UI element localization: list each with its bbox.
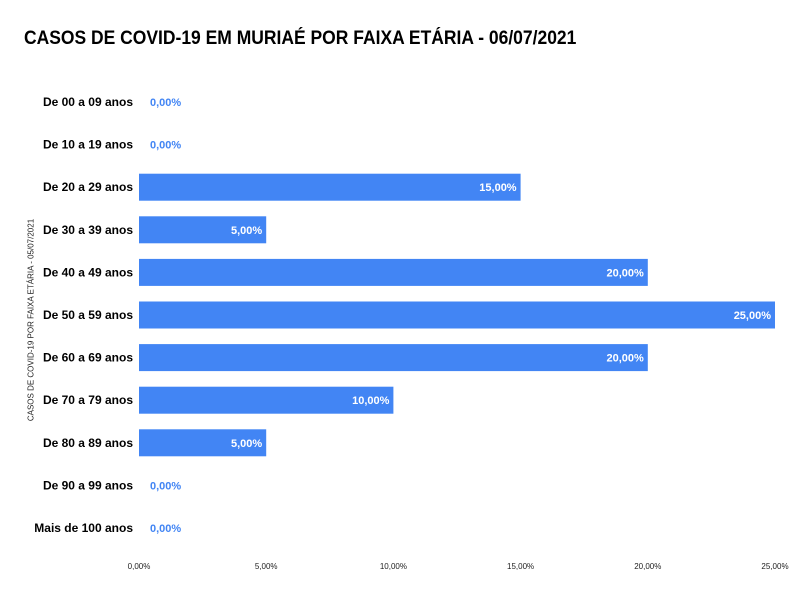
category-label: De 90 a 99 anos — [43, 478, 133, 492]
category-label: De 60 a 69 anos — [43, 351, 133, 365]
category-label: De 80 a 89 anos — [43, 436, 133, 450]
x-tick-label: 0,00% — [128, 562, 151, 571]
bar-value-label: 0,00% — [150, 140, 181, 152]
bar-value-label: 0,00% — [150, 480, 181, 492]
category-label: De 40 a 49 anos — [43, 265, 133, 279]
category-label: De 10 a 19 anos — [43, 138, 133, 152]
value-labels: 0,00% 0,00% 15,00% 5,00% 20,00% 25,00% 20,00% 1… — [150, 97, 771, 535]
bar-value-label: 0,00% — [150, 97, 181, 109]
x-tick-label: 5,00% — [255, 562, 278, 571]
category-labels: De 00 a 09 anos De 10 a 19 anos De 20 a 29… — [34, 95, 133, 535]
bar — [139, 386, 394, 414]
category-label: De 20 a 29 anos — [43, 180, 133, 194]
category-label: De 00 a 09 anos — [43, 95, 133, 109]
bars-layer — [139, 173, 775, 457]
category-label: De 50 a 59 anos — [43, 308, 133, 322]
bar-value-label: 20,00% — [606, 267, 644, 279]
bar-value-label: 0,00% — [150, 523, 181, 535]
x-tick-label: 20,00% — [634, 562, 661, 571]
chart-title: CASOS DE COVID-19 EM MURIAÉ POR FAIXA ET… — [24, 28, 577, 49]
bar-value-label: 5,00% — [231, 225, 262, 237]
x-tick-label: 25,00% — [761, 562, 788, 571]
x-tick-label: 15,00% — [507, 562, 534, 571]
bar-value-label: 25,00% — [734, 310, 772, 322]
bar — [139, 344, 648, 372]
bar-value-label: 10,00% — [352, 395, 390, 407]
category-label: Mais de 100 anos — [34, 521, 133, 535]
bar — [139, 173, 521, 201]
bar-value-label: 5,00% — [231, 438, 262, 450]
x-tick-labels: 0,00% 5,00% 10,00% 15,00% 20,00% 25,00% — [128, 562, 789, 571]
bar — [139, 258, 648, 286]
bar — [139, 301, 775, 329]
bar — [139, 216, 267, 244]
x-tick-label: 10,00% — [380, 562, 407, 571]
category-label: De 30 a 39 anos — [43, 223, 133, 237]
bar — [139, 429, 267, 457]
bar-value-label: 15,00% — [479, 182, 517, 194]
category-label: De 70 a 79 anos — [43, 393, 133, 407]
bar-value-label: 20,00% — [606, 353, 644, 365]
